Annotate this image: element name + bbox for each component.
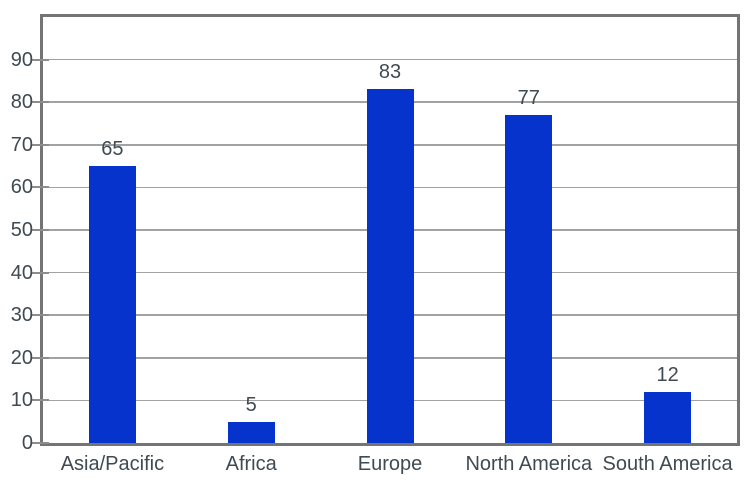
y-tick-mark-50 bbox=[32, 229, 49, 231]
y-tick-label-60: 60 bbox=[10, 176, 33, 199]
plot-area-border: 65 5 83 77 12 bbox=[32, 14, 740, 446]
y-tick-mark-40 bbox=[32, 271, 49, 274]
y-tick-mark-80 bbox=[32, 101, 49, 104]
value-label-77: 77 bbox=[517, 86, 540, 109]
bar-north-america bbox=[505, 114, 553, 443]
category-label-north-america: North America bbox=[465, 453, 593, 475]
y-tick-label-70: 70 bbox=[10, 133, 33, 156]
category-label-europe: Europe bbox=[357, 453, 423, 475]
gridline-y-90 bbox=[43, 58, 737, 61]
y-tick-mark-60 bbox=[32, 186, 49, 189]
y-tick-label-50: 50 bbox=[10, 219, 33, 241]
category-label-south-america: South America bbox=[602, 453, 733, 475]
y-tick-mark-0 bbox=[32, 442, 49, 444]
y-tick-label-0: 0 bbox=[21, 432, 33, 454]
y-tick-mark-10 bbox=[32, 399, 49, 402]
y-tick-mark-30 bbox=[32, 314, 49, 317]
category-label-africa: Africa bbox=[225, 453, 277, 475]
bar-africa bbox=[227, 421, 275, 443]
y-tick-mark-70 bbox=[32, 143, 49, 146]
y-tick-label-80: 80 bbox=[10, 91, 33, 114]
y-tick-label-40: 40 bbox=[10, 261, 33, 284]
y-tick-label-90: 90 bbox=[10, 48, 33, 71]
value-label-5: 5 bbox=[245, 393, 257, 416]
plot-area: 65 5 83 77 12 bbox=[32, 17, 737, 444]
bar-south-america bbox=[644, 391, 692, 443]
y-tick-mark-20 bbox=[32, 356, 49, 359]
value-label-83: 83 bbox=[378, 61, 402, 84]
bar-asia-pacific bbox=[88, 166, 136, 443]
value-label-12: 12 bbox=[656, 363, 679, 386]
value-label-65: 65 bbox=[101, 138, 124, 161]
y-tick-label-10: 10 bbox=[10, 389, 33, 412]
y-tick-mark-90 bbox=[32, 58, 49, 61]
y-tick-label-20: 20 bbox=[10, 346, 33, 369]
y-tick-label-30: 30 bbox=[10, 304, 33, 327]
category-label-asia-pacific: Asia/Pacific bbox=[60, 453, 165, 475]
bar-europe bbox=[366, 89, 414, 443]
